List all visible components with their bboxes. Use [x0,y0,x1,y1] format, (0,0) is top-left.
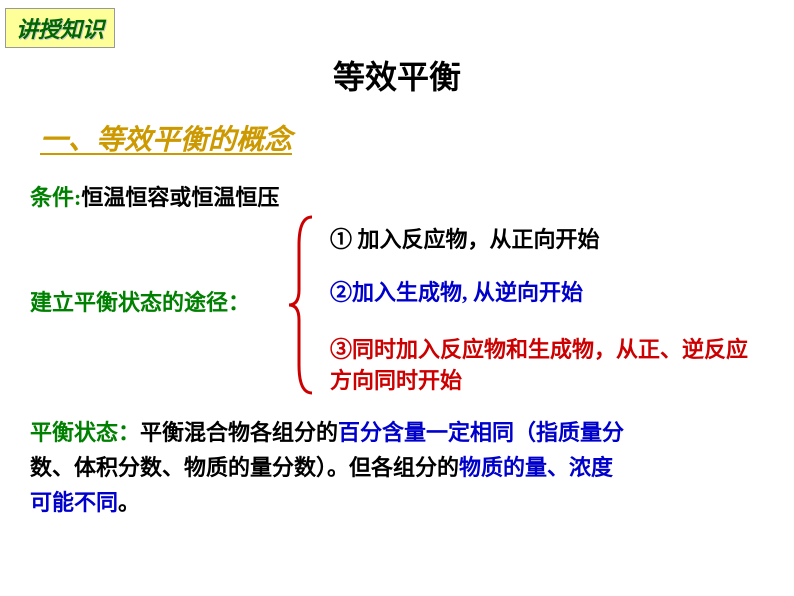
state-part1: 平衡混合物各组分的 [140,420,338,445]
condition-value: 恒温恒容或恒温恒压 [81,185,279,210]
state-block: 平衡状态：平衡混合物各组分的百分含量一定相同（指质量分 数、体积分数、物质的量分… [30,415,760,521]
state-part4: 物质的量、浓度 [459,455,613,480]
condition-label: 条件: [30,185,81,210]
state-part3: 数、体积分数、物质的量分数）。但各组分的 [30,455,459,480]
section-heading: 一、等效平衡的概念 [40,118,292,158]
main-title: 等效平衡 [0,52,794,98]
state-label: 平衡状态： [30,420,140,445]
state-part2: 百分含量一定相同（指质量分 [338,420,624,445]
path-item-2: ②加入生成物, 从逆向开始 [330,275,583,307]
badge-label: 讲授知识 [5,8,115,48]
brace-icon [287,215,317,395]
condition-line: 条件:恒温恒容或恒温恒压 [30,180,279,212]
state-part6: 。 [118,490,140,515]
state-part5: 可能不同 [30,490,118,515]
path-item-3: ③同时加入反应物和生成物，从正、逆反应方向同时开始 [330,335,750,397]
path-label: 建立平衡状态的途径： [30,285,250,317]
path-item-1: ① 加入反应物，从正向开始 [330,222,600,254]
